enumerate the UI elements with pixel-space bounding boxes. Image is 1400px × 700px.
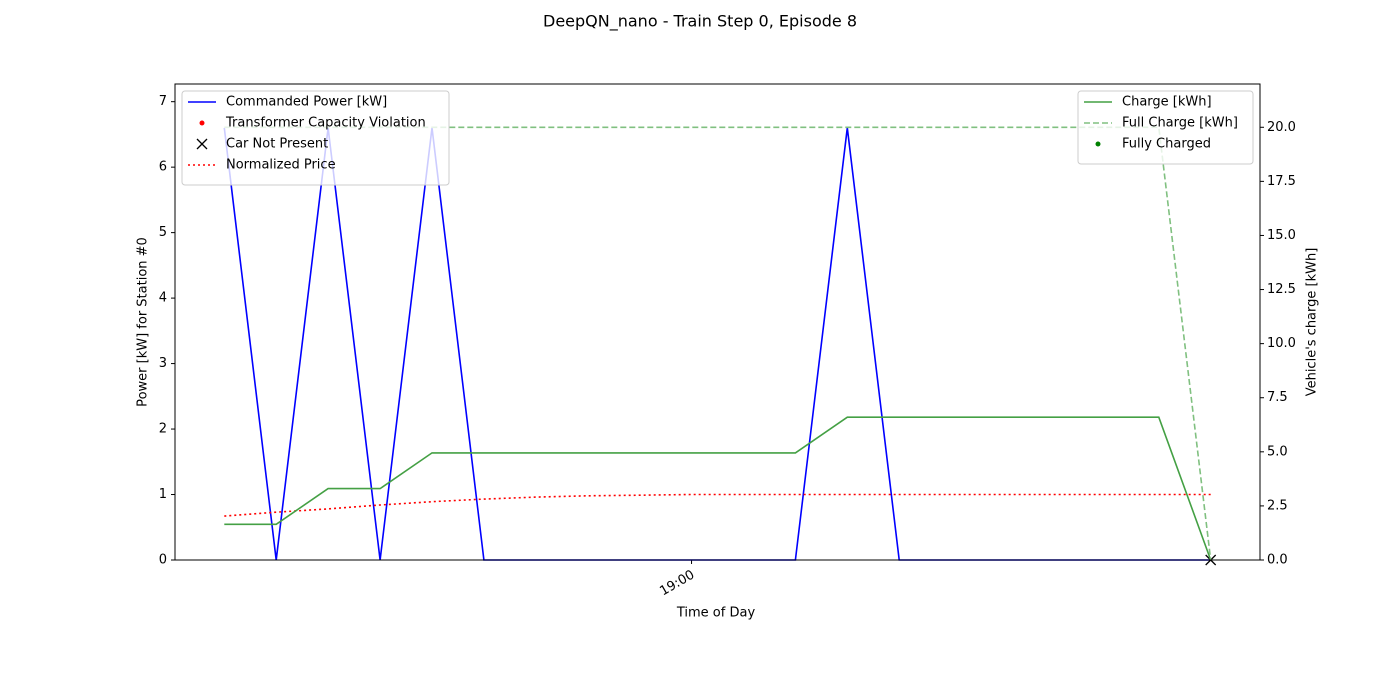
legend-label: Transformer Capacity Violation — [225, 116, 426, 131]
y-tick-label: 1 — [159, 487, 167, 502]
legend-swatch — [1095, 141, 1101, 147]
legend-label: Charge [kWh] — [1122, 95, 1212, 110]
y2-tick-label: 15.0 — [1267, 228, 1296, 243]
y-tick-label: 7 — [159, 94, 167, 109]
y2-tick-label: 7.5 — [1267, 390, 1288, 405]
series-line — [224, 416, 1212, 561]
y-tick-label: 2 — [159, 422, 167, 437]
y2-tick-label: 17.5 — [1267, 174, 1296, 189]
legend-label: Normalized Price — [226, 158, 336, 173]
legend-box — [1077, 90, 1254, 165]
y2-tick-label: 20.0 — [1267, 120, 1296, 135]
y2-tick-label: 0.0 — [1267, 553, 1288, 568]
y2-tick-label: 5.0 — [1267, 444, 1288, 459]
y-tick-label: 3 — [159, 356, 167, 371]
x-axis-label: Time of Day — [676, 606, 756, 621]
y2-tick-label: 12.5 — [1267, 282, 1296, 297]
legend-swatch — [199, 120, 205, 126]
y2-axis-label: Vehicle's charge [kWh] — [1305, 248, 1320, 397]
legend-swatch — [196, 138, 208, 150]
legend-label: Commanded Power [kW] — [226, 95, 387, 110]
y-tick-label: 4 — [159, 291, 167, 306]
y2-tick-label: 2.5 — [1267, 498, 1288, 513]
legend-label: Full Charge [kWh] — [1122, 116, 1238, 131]
plot-frame — [174, 83, 1261, 561]
legend-label: Fully Charged — [1122, 137, 1211, 152]
y-axis-label: Power [kW] for Station #0 — [136, 237, 151, 407]
legend-label: Car Not Present — [226, 137, 328, 152]
y-tick-label: 5 — [159, 225, 167, 240]
chart-title: DeepQN_nano - Train Step 0, Episode 8 — [543, 12, 857, 32]
y-tick-label: 0 — [159, 553, 167, 568]
y2-tick-label: 10.0 — [1267, 336, 1296, 351]
legend-box — [181, 90, 450, 186]
y-tick-label: 6 — [159, 160, 167, 175]
